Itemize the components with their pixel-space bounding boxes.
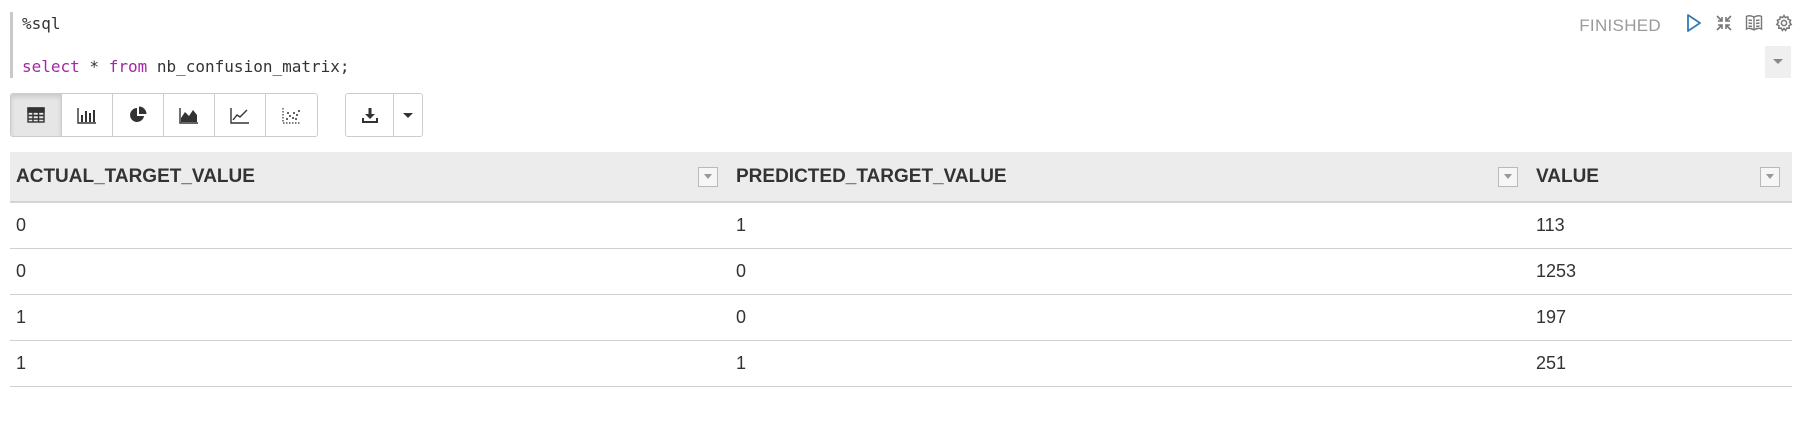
column-header-predicted-target-value[interactable]: PREDICTED_TARGET_VALUE — [730, 152, 1530, 201]
table-row: 0 0 1253 — [10, 249, 1792, 295]
table-row: 1 0 197 — [10, 295, 1792, 341]
table-cell: 0 — [16, 261, 27, 281]
paragraph-status: FINISHED — [1579, 16, 1661, 35]
bar-chart-button[interactable] — [62, 94, 113, 136]
caret-down-icon — [1773, 59, 1783, 64]
filter-caret-icon — [1504, 174, 1512, 179]
column-header-label: ACTUAL_TARGET_VALUE — [16, 165, 255, 187]
gear-icon[interactable] — [1773, 12, 1795, 34]
download-icon — [361, 107, 378, 123]
bar-chart-icon — [77, 107, 96, 124]
paragraph-toolbar — [1683, 12, 1795, 34]
table-view-button[interactable] — [11, 94, 62, 136]
code-fragment: * — [79, 57, 109, 76]
table-cell: 251 — [1536, 353, 1567, 373]
table-row: 1 1 251 — [10, 341, 1792, 387]
column-header-actual-target-value[interactable]: ACTUAL_TARGET_VALUE — [10, 152, 730, 201]
visualization-button-group — [10, 93, 318, 137]
scatter-chart-button[interactable] — [266, 94, 317, 136]
collapse-icon[interactable] — [1713, 12, 1735, 34]
code-editor[interactable]: %sql select * from nb_confusion_matrix; — [10, 12, 1792, 78]
code-fragment-table: nb_confusion_matrix; — [147, 57, 350, 76]
area-chart-button[interactable] — [164, 94, 215, 136]
caret-down-icon — [403, 112, 413, 118]
pie-chart-button[interactable] — [113, 94, 164, 136]
line-chart-icon — [230, 107, 249, 124]
table-row: 0 1 113 — [10, 203, 1792, 249]
play-icon[interactable] — [1683, 12, 1705, 34]
column-filter-button[interactable] — [1760, 167, 1780, 187]
table-cell: 1 — [736, 353, 747, 373]
table-cell: 113 — [1536, 215, 1565, 235]
download-options-dropdown[interactable] — [394, 94, 422, 136]
table-cell: 0 — [736, 307, 747, 327]
table-cell: 1 — [16, 353, 27, 373]
code-line-query: select * from nb_confusion_matrix; — [22, 57, 350, 76]
keyword-select: select — [22, 57, 80, 76]
column-header-label: PREDICTED_TARGET_VALUE — [736, 165, 1007, 187]
table-cell: 0 — [736, 261, 747, 281]
keyword-from: from — [108, 57, 148, 76]
download-button-group — [345, 93, 423, 137]
download-button[interactable] — [346, 94, 394, 136]
table-cell: 0 — [16, 215, 27, 235]
paragraph-menu-dropdown[interactable] — [1765, 46, 1791, 78]
table-cell: 197 — [1536, 307, 1567, 327]
scatter-chart-icon — [281, 107, 301, 124]
line-chart-button[interactable] — [215, 94, 266, 136]
book-icon[interactable] — [1743, 12, 1765, 34]
column-filter-button[interactable] — [1498, 167, 1518, 187]
column-header-value[interactable]: VALUE — [1530, 152, 1792, 201]
table-icon — [27, 107, 45, 123]
table-cell: 1 — [16, 307, 27, 327]
table-cell: 1 — [736, 215, 747, 235]
table-header: ACTUAL_TARGET_VALUE PREDICTED_TARGET_VAL… — [10, 152, 1792, 203]
result-table: ACTUAL_TARGET_VALUE PREDICTED_TARGET_VAL… — [10, 152, 1792, 387]
code-line-interpreter: %sql — [22, 14, 61, 33]
column-header-label: VALUE — [1536, 165, 1599, 187]
pie-chart-icon — [130, 106, 147, 122]
table-cell: 1253 — [1536, 261, 1577, 281]
column-filter-button[interactable] — [698, 167, 718, 187]
filter-caret-icon — [1766, 174, 1774, 179]
area-chart-icon — [179, 107, 198, 124]
filter-caret-icon — [704, 174, 712, 179]
